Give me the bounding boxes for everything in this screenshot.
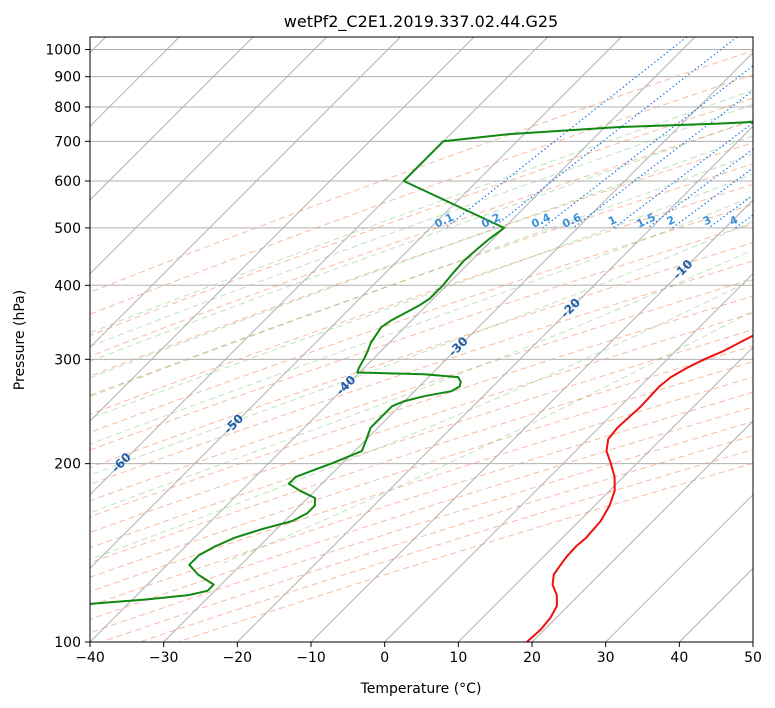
x-axis: −40 −30 −20 −10 0 10 20 30 40 50 xyxy=(75,642,762,666)
y-axis-label: Pressure (hPa) xyxy=(12,290,28,390)
isotherm-line xyxy=(457,346,753,642)
isotherm-line xyxy=(236,125,753,642)
dry-adiabats xyxy=(90,50,753,642)
moist-adiabat xyxy=(223,310,753,564)
mixing-ratio-line xyxy=(542,65,753,229)
x-tick-label: −30 xyxy=(149,650,179,666)
mixing-ratio-line xyxy=(613,122,753,229)
x-tick-label: −20 xyxy=(223,650,253,666)
data-series xyxy=(90,120,753,642)
moist-adiabat xyxy=(90,153,753,398)
x-tick-label: −10 xyxy=(296,650,326,666)
x-tick-label: 10 xyxy=(449,650,467,666)
y-tick-label: 300 xyxy=(54,352,81,368)
moist-adiabat xyxy=(90,135,753,379)
y-tick-label: 600 xyxy=(54,174,81,190)
moist-adiabat xyxy=(90,278,753,561)
isotherm-line xyxy=(310,199,753,642)
temperature-profile-line xyxy=(526,334,753,642)
y-tick-label: 200 xyxy=(54,457,81,473)
dry-adiabat xyxy=(90,120,753,357)
y-tick-label: 700 xyxy=(54,134,81,150)
dry-adiabat xyxy=(101,435,753,642)
dry-adiabat xyxy=(90,329,753,549)
isotherm-line xyxy=(90,37,475,422)
isotherm-line xyxy=(384,272,753,642)
isotherm-line xyxy=(90,37,401,349)
dewpoint-profile-line xyxy=(90,120,753,605)
y-tick-label: 400 xyxy=(54,278,81,294)
mixing-ratio-line xyxy=(672,167,753,229)
moist-adiabat xyxy=(90,173,753,419)
dry-adiabat xyxy=(90,163,753,396)
x-tick-label: 20 xyxy=(523,650,541,666)
y-tick-label: 100 xyxy=(54,635,81,651)
x-axis-label: Temperature (°C) xyxy=(360,681,482,697)
dry-adiabat xyxy=(90,361,753,578)
moist-adiabat xyxy=(90,221,753,476)
x-tick-label: 30 xyxy=(597,650,615,666)
plot-area: -100-90-80-70-60-50-40-30-20-10010203040… xyxy=(90,37,753,642)
mixing-ratio-line xyxy=(445,37,688,229)
y-tick-label: 1000 xyxy=(45,43,81,59)
pressure-gridlines xyxy=(90,49,753,642)
isotherm-line xyxy=(531,420,753,642)
dry-adiabat xyxy=(90,345,753,564)
y-tick-label: 800 xyxy=(54,100,81,116)
moist-adiabat xyxy=(90,89,753,334)
skewed-isotherms xyxy=(90,37,753,642)
y-axis: 100 200 300 400 500 600 700 800 900 1000 xyxy=(45,43,90,651)
dry-adiabat xyxy=(139,449,753,642)
x-tick-label: −40 xyxy=(75,650,105,666)
isotherm-line xyxy=(163,51,753,642)
dry-adiabat xyxy=(90,142,753,377)
isotherm-line xyxy=(90,37,254,201)
isotherm-line xyxy=(90,37,549,496)
x-tick-label: 0 xyxy=(380,650,389,666)
chart-title: wetPf2_C2E1.2019.337.02.44.G25 xyxy=(284,12,558,32)
moist-adiabat xyxy=(90,103,753,347)
dry-adiabat xyxy=(90,97,753,337)
mixing-ratio-lines xyxy=(445,37,753,229)
y-tick-label: 500 xyxy=(54,221,81,237)
x-tick-label: 40 xyxy=(670,650,688,666)
moist-adiabat xyxy=(90,196,753,445)
plot-frame xyxy=(89,36,754,643)
isotherm-line xyxy=(90,37,328,275)
x-tick-label: 50 xyxy=(744,650,762,666)
dry-adiabat xyxy=(90,50,753,293)
isotherm-line xyxy=(90,37,622,570)
isotherm-line xyxy=(90,37,696,642)
y-tick-label: 900 xyxy=(54,70,81,86)
isotherm-line xyxy=(605,493,753,642)
dry-adiabat xyxy=(90,183,753,415)
moist-adiabat xyxy=(90,118,753,362)
dry-adiabat xyxy=(177,462,753,642)
